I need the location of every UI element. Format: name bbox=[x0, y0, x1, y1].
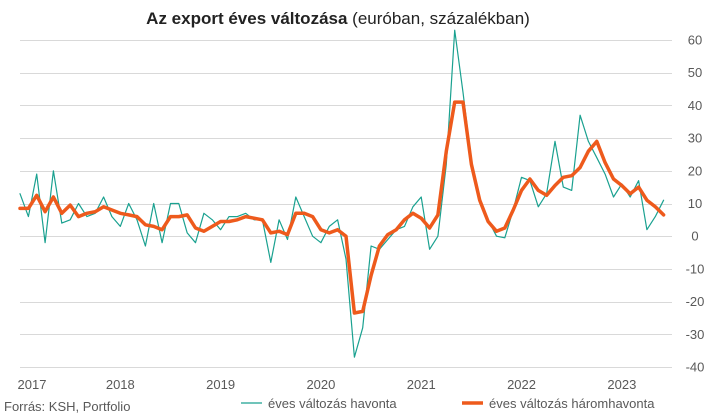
y-tick-label: -40 bbox=[686, 360, 705, 375]
series-line-monthly bbox=[19, 29, 665, 358]
x-tick-label: 2023 bbox=[607, 377, 636, 392]
y-tick-label: 40 bbox=[688, 98, 702, 113]
gridlines bbox=[20, 40, 672, 368]
x-tick-label: 2019 bbox=[206, 377, 235, 392]
legend-label-monthly: éves változás havonta bbox=[268, 396, 397, 411]
chart-title-rest: (euróban, százalékban) bbox=[347, 9, 529, 28]
y-tick-label: 50 bbox=[688, 65, 702, 80]
y-tick-label: -30 bbox=[686, 327, 705, 342]
series-line-quarterly bbox=[18, 100, 666, 315]
x-tick-label: 2020 bbox=[306, 377, 335, 392]
y-axis: 60 50 40 30 20 10 0 -10 -20 -30 -40 bbox=[686, 33, 705, 375]
x-tick-label: 2022 bbox=[507, 377, 536, 392]
y-tick-label: -10 bbox=[686, 261, 705, 276]
legend-label-quarterly: éves változás háromhavonta bbox=[489, 396, 655, 411]
source-note: Forrás: KSH, Portfolio bbox=[4, 399, 130, 414]
y-tick-label: -20 bbox=[686, 294, 705, 309]
x-axis: 2017 2018 2019 2020 2021 2022 2023 bbox=[18, 377, 637, 392]
y-tick-label: 60 bbox=[688, 33, 702, 48]
series-lines bbox=[18, 29, 666, 358]
x-tick-label: 2017 bbox=[18, 377, 47, 392]
y-tick-label: 30 bbox=[688, 131, 702, 146]
chart-title: Az export éves változása (euróban, száza… bbox=[146, 9, 530, 28]
x-tick-label: 2021 bbox=[407, 377, 436, 392]
y-tick-label: 20 bbox=[688, 163, 702, 178]
y-tick-label: 0 bbox=[691, 229, 698, 244]
legend: éves változás havonta éves változás háro… bbox=[241, 396, 655, 411]
x-tick-label: 2018 bbox=[106, 377, 135, 392]
chart-title-bold: Az export éves változása bbox=[146, 9, 348, 28]
y-tick-label: 10 bbox=[688, 196, 702, 211]
